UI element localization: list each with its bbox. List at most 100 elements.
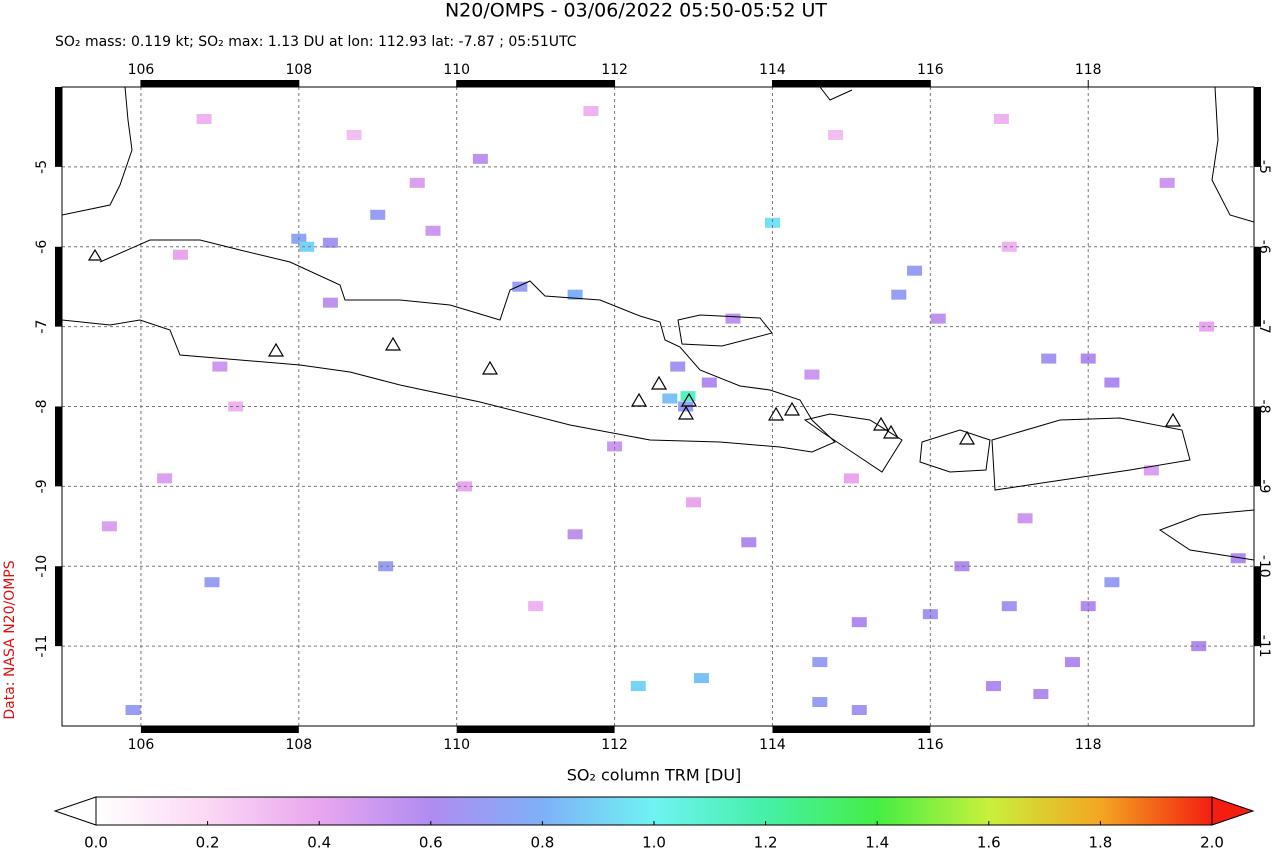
y-tick-label-left: -10 bbox=[34, 555, 50, 578]
colorbar-tick-label: 1.4 bbox=[865, 834, 889, 852]
volcano bbox=[1164, 412, 1182, 427]
volcano bbox=[677, 405, 695, 420]
so2-cell bbox=[701, 377, 717, 388]
frame-bar bbox=[772, 726, 931, 733]
so2-cell bbox=[851, 617, 867, 628]
so2-cell bbox=[1041, 353, 1057, 364]
volcano bbox=[650, 375, 668, 390]
so2-cell bbox=[157, 473, 173, 484]
x-tick-label-top: 108 bbox=[285, 62, 312, 78]
y-tick-label-right: -6 bbox=[1256, 240, 1272, 254]
colorbar-over bbox=[1211, 796, 1255, 826]
so2-cell bbox=[125, 705, 141, 716]
y-tick-label-right: -10 bbox=[1256, 555, 1272, 578]
coast-sumba bbox=[1158, 509, 1254, 561]
so2-cell bbox=[922, 609, 938, 620]
volcano bbox=[958, 430, 976, 445]
x-tick-label-bottom: 116 bbox=[917, 737, 944, 753]
coast-lombok bbox=[919, 429, 991, 473]
so2-cell bbox=[1159, 177, 1175, 188]
frame-bar bbox=[1254, 406, 1261, 487]
so2-cell bbox=[1001, 601, 1017, 612]
so2-cell bbox=[322, 237, 338, 248]
so2-cell bbox=[630, 681, 646, 692]
coast-java bbox=[62, 239, 836, 453]
so2-cell bbox=[764, 217, 780, 228]
colorbar-body bbox=[95, 796, 1213, 826]
frame-bar bbox=[55, 566, 62, 647]
so2-cell bbox=[204, 577, 220, 588]
subtitle: SO₂ mass: 0.119 kt; SO₂ max: 1.13 DU at … bbox=[55, 34, 577, 50]
volcano bbox=[783, 401, 801, 416]
frame-bar bbox=[1254, 246, 1261, 327]
y-tick-label-right: -11 bbox=[1256, 635, 1272, 658]
so2-cell bbox=[196, 113, 212, 124]
x-tick-label-bottom: 110 bbox=[443, 737, 470, 753]
volcano bbox=[630, 392, 648, 407]
x-tick-label-bottom: 112 bbox=[601, 737, 628, 753]
so2-cell bbox=[930, 313, 946, 324]
so2-cell bbox=[1143, 465, 1159, 476]
so2-cell bbox=[1104, 377, 1120, 388]
coast-bali bbox=[803, 413, 903, 473]
colorbar-tick-label: 0.8 bbox=[530, 834, 554, 852]
so2-cell bbox=[472, 153, 488, 164]
y-tick-label-left: -9 bbox=[34, 479, 50, 493]
so2-cell bbox=[1033, 689, 1049, 700]
y-tick-label-left: -8 bbox=[34, 400, 50, 414]
so2-cell bbox=[228, 401, 244, 412]
frame-bar bbox=[140, 726, 299, 733]
x-tick-label-bottom: 108 bbox=[285, 737, 312, 753]
so2-cell bbox=[101, 521, 117, 532]
y-tick-label-left: -7 bbox=[34, 320, 50, 334]
frame-bar bbox=[456, 80, 615, 87]
colorbar-tick-label: 0.4 bbox=[307, 834, 331, 852]
so2-cell bbox=[567, 289, 583, 300]
so2-cell bbox=[693, 673, 709, 684]
so2-cell bbox=[741, 537, 757, 548]
so2-cell bbox=[843, 473, 859, 484]
y-tick-label-right: -8 bbox=[1256, 400, 1272, 414]
title: N20/OMPS - 03/06/2022 05:50-05:52 UT bbox=[445, 0, 827, 22]
so2-cell bbox=[1064, 657, 1080, 668]
colorbar-tick-label: 2.0 bbox=[1200, 834, 1224, 852]
so2-cell bbox=[812, 657, 828, 668]
frame-bar bbox=[55, 87, 62, 167]
so2-cell bbox=[607, 441, 623, 452]
so2-cell bbox=[409, 177, 425, 188]
so2-cell bbox=[1199, 321, 1215, 332]
x-tick-label-bottom: 118 bbox=[1075, 737, 1102, 753]
so2-cell bbox=[378, 561, 394, 572]
x-tick-label-top: 118 bbox=[1075, 62, 1102, 78]
so2-cell bbox=[1080, 601, 1096, 612]
colorbar-tick-label: 0.0 bbox=[84, 834, 108, 852]
volcano bbox=[87, 248, 103, 261]
frame-bar bbox=[456, 726, 615, 733]
x-tick-label-bottom: 114 bbox=[759, 737, 786, 753]
so2-cell bbox=[1017, 513, 1033, 524]
so2-cell bbox=[528, 601, 544, 612]
so2-cell bbox=[985, 681, 1001, 692]
so2-cell bbox=[512, 281, 528, 292]
so2-cell bbox=[1230, 553, 1246, 564]
y-tick-label-right: -5 bbox=[1256, 160, 1272, 174]
so2-cell bbox=[686, 497, 702, 508]
volcano bbox=[680, 392, 698, 407]
so2-cell bbox=[670, 361, 686, 372]
so2-cell bbox=[954, 561, 970, 572]
colorbar-tick-label: 1.0 bbox=[642, 834, 666, 852]
colorbar: 0.0 0.2 0.4 0.6 0.8 1.0 1.2 1.4 1.6 1.8 2.0 bbox=[53, 796, 1255, 852]
so2-cell bbox=[1001, 241, 1017, 252]
so2-cell bbox=[172, 249, 188, 260]
x-tick-label-top: 114 bbox=[759, 62, 786, 78]
frame-bar bbox=[55, 406, 62, 487]
coast-sulawesi bbox=[1211, 87, 1254, 223]
coast-sumatra bbox=[62, 87, 133, 216]
volcano bbox=[481, 360, 499, 375]
so2-cell bbox=[828, 129, 844, 140]
so2-cell bbox=[425, 225, 441, 236]
x-tick-label-top: 112 bbox=[601, 62, 628, 78]
coast-borneo bbox=[819, 87, 853, 101]
y-tick-label-right: -9 bbox=[1256, 479, 1272, 493]
so2-cell bbox=[662, 393, 678, 404]
